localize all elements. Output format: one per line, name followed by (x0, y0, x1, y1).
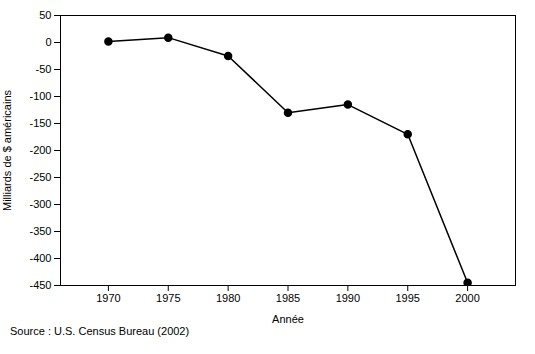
svg-text:-50: -50 (36, 63, 52, 75)
html-text:Source : U.S. Census Bureau (2: Source : U.S. Census Bureau (2002) (10, 325, 190, 337)
svg-text:-250: -250 (29, 171, 51, 183)
svg-text:-100: -100 (29, 90, 51, 102)
svg-text:1975: 1975 (156, 292, 180, 304)
svg-text:Année: Année (272, 313, 304, 325)
svg-text:-200: -200 (29, 144, 51, 156)
svg-text:0: 0 (45, 36, 51, 48)
svg-text:1995: 1995 (395, 292, 419, 304)
svg-text:-400: -400 (29, 252, 51, 264)
svg-text:Milliards de $ américains: Milliards de $ américains (1, 89, 13, 211)
svg-text:1980: 1980 (216, 292, 240, 304)
svg-text:-300: -300 (29, 198, 51, 210)
svg-text:1990: 1990 (336, 292, 360, 304)
svg-text:-450: -450 (29, 279, 51, 291)
svg-text:1985: 1985 (276, 292, 300, 304)
svg-text:50: 50 (39, 9, 51, 21)
svg-text:-350: -350 (29, 225, 51, 237)
svg-text:-150: -150 (29, 117, 51, 129)
svg-text:2000: 2000 (455, 292, 479, 304)
svg-text:1970: 1970 (96, 292, 120, 304)
